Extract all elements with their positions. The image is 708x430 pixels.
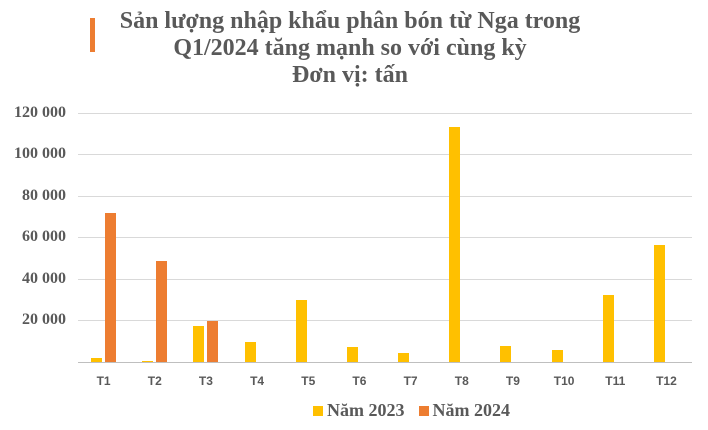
- bar-t4-2023: [244, 342, 256, 362]
- gridline: [78, 320, 692, 322]
- legend-label-2023: Năm 2023: [327, 400, 405, 420]
- bar-t1-2023: [91, 357, 103, 362]
- x-tick-label: T9: [505, 374, 520, 388]
- bar-t7-2023: [398, 352, 410, 362]
- gridline: [78, 195, 692, 197]
- x-tick-label: T12: [656, 374, 677, 388]
- x-tick-label: T3: [198, 374, 213, 388]
- bar-t9-2023: [500, 345, 512, 362]
- bar-t1-2024: [105, 212, 117, 362]
- y-tick-label: 80 000: [22, 186, 66, 204]
- legend: Năm 2023 Năm 2024: [0, 400, 708, 421]
- gridline: [78, 112, 692, 114]
- x-tick-label: T5: [301, 374, 316, 388]
- gridline: [78, 278, 692, 280]
- bar-t12-2023: [653, 244, 665, 362]
- bar-t10-2023: [551, 349, 563, 362]
- gridline: [78, 237, 692, 239]
- y-tick-label: 60 000: [22, 228, 66, 246]
- gridline: [78, 154, 692, 156]
- y-tick-label: 120 000: [14, 103, 66, 121]
- legend-item-2023: Năm 2023: [313, 400, 405, 421]
- x-tick-label: T2: [147, 374, 162, 388]
- legend-label-2024: Năm 2024: [432, 400, 511, 420]
- title-line-1: Sản lượng nhập khẩu phân bón từ Nga tron…: [119, 8, 581, 34]
- chart-title: Sản lượng nhập khẩu phân bón từ Nga tron…: [100, 8, 600, 89]
- bar-t2-2024: [156, 260, 168, 362]
- legend-swatch-2024: [418, 405, 429, 416]
- x-tick-label: T1: [96, 374, 111, 388]
- x-tick-label: T4: [250, 374, 265, 388]
- x-tick-label: T8: [454, 374, 469, 388]
- legend-item-2024: Năm 2024: [418, 400, 511, 421]
- title-line-2: Q1/2024 tăng mạnh so với cùng kỳ: [173, 35, 527, 61]
- bar-t11-2023: [602, 295, 614, 362]
- x-tick-label: T11: [605, 374, 626, 388]
- bar-t2-2023: [142, 360, 154, 362]
- x-tick-label: T6: [352, 374, 367, 388]
- x-tick-label: T10: [553, 374, 575, 388]
- bar-t8-2023: [449, 126, 461, 362]
- y-tick-label: 100 000: [14, 145, 66, 163]
- x-axis-line: [78, 362, 692, 363]
- y-tick-label: 40 000: [22, 269, 66, 287]
- y-tick-label: 20 000: [22, 311, 66, 329]
- bar-t5-2023: [295, 300, 307, 362]
- bar-t3-2023: [193, 325, 205, 362]
- title-line-3-unit: Đơn vị: tấn: [292, 62, 408, 88]
- bar-t6-2023: [346, 347, 358, 362]
- legend-swatch-2023: [313, 405, 323, 416]
- bar-t3-2024: [207, 321, 219, 362]
- title-accent-bar: [90, 18, 95, 52]
- x-tick-label: T7: [403, 374, 418, 388]
